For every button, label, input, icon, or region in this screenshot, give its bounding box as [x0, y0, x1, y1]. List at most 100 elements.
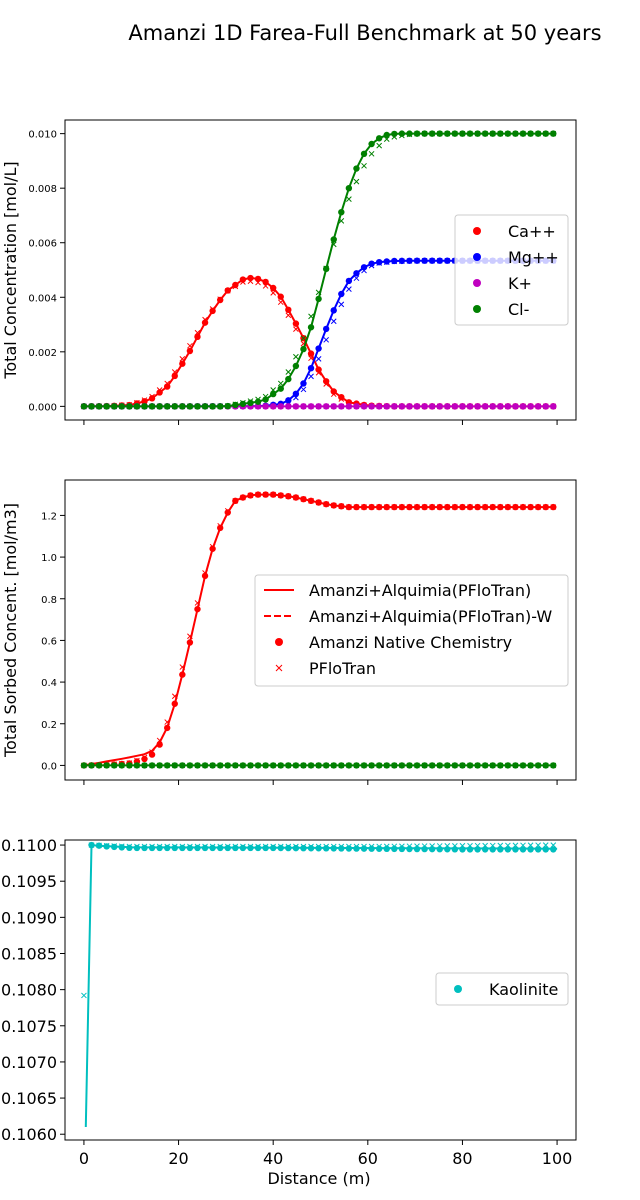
amanzi-marker — [368, 762, 375, 769]
amanzi-marker — [474, 846, 481, 853]
amanzi-marker — [209, 762, 216, 769]
amanzi-marker — [383, 131, 390, 139]
amanzi-marker — [111, 403, 118, 410]
legend-label: Ca++ — [508, 222, 556, 241]
amanzi-marker — [148, 395, 156, 402]
amanzi-marker — [254, 844, 262, 852]
pflotran-marker — [308, 373, 314, 380]
amanzi-marker — [269, 844, 277, 852]
amanzi-marker — [95, 403, 103, 410]
amanzi-marker — [194, 605, 201, 613]
amanzi-marker — [474, 130, 481, 137]
legend-marker — [454, 985, 462, 993]
pflotran-marker — [194, 600, 201, 606]
amanzi-marker — [375, 845, 383, 852]
pflotran-marker — [300, 386, 307, 393]
amanzi-marker — [413, 503, 421, 511]
amanzi-marker — [171, 762, 178, 769]
pflotran-marker — [179, 664, 186, 670]
amanzi-marker — [285, 375, 292, 383]
amanzi-marker — [239, 762, 247, 769]
amanzi-marker — [338, 290, 345, 298]
amanzi-marker — [95, 762, 103, 769]
pflotran-marker — [308, 313, 314, 320]
amanzi-marker — [345, 403, 353, 410]
amanzi-marker — [466, 503, 474, 511]
amanzi-marker — [527, 130, 534, 137]
amanzi-marker — [322, 325, 330, 333]
pflotran-marker — [179, 356, 186, 362]
amanzi-marker — [527, 503, 534, 511]
amanzi-marker — [330, 403, 337, 410]
amanzi-marker — [247, 762, 254, 769]
amanzi-marker — [398, 130, 406, 137]
y-tick-label: 0.1070 — [1, 1053, 57, 1072]
legend-box — [254, 574, 569, 687]
x-tick-label: 60 — [358, 1149, 378, 1168]
amanzi-marker — [164, 383, 171, 390]
amanzi-marker — [534, 503, 542, 511]
amanzi-marker — [436, 130, 443, 137]
amanzi-marker — [444, 257, 451, 264]
amanzi-marker — [519, 403, 527, 410]
amanzi-marker — [330, 236, 337, 243]
amanzi-marker — [512, 403, 519, 410]
amanzi-marker — [262, 491, 269, 498]
amanzi-marker — [156, 389, 163, 396]
amanzi-marker — [315, 366, 322, 373]
pflotran-marker — [277, 380, 284, 387]
amanzi-marker — [103, 843, 110, 850]
amanzi-marker — [322, 762, 330, 769]
pflotran-marker — [164, 719, 171, 725]
amanzi-marker — [353, 762, 360, 769]
amanzi-marker — [398, 257, 406, 265]
amanzi-marker — [330, 502, 337, 509]
amanzi-marker — [451, 846, 459, 853]
amanzi-marker — [156, 741, 163, 748]
amanzi-marker — [527, 403, 534, 410]
pflotran-marker — [330, 241, 337, 248]
amanzi-marker — [216, 296, 224, 304]
amanzi-marker — [232, 281, 239, 289]
amanzi-marker — [504, 403, 512, 410]
amanzi-marker — [126, 403, 133, 410]
y-tick-label: 0.0 — [41, 761, 57, 772]
amanzi-marker — [413, 403, 421, 410]
amanzi-marker — [383, 403, 390, 410]
amanzi-marker — [459, 403, 466, 410]
y-tick-label: 0.1095 — [1, 872, 57, 891]
legend-marker — [275, 638, 283, 646]
amanzi-marker — [519, 130, 527, 137]
amanzi-marker — [141, 403, 148, 410]
legend-label: PFloTran — [309, 659, 376, 678]
amanzi-marker — [277, 293, 284, 300]
amanzi-marker — [156, 762, 163, 769]
amanzi-marker — [451, 762, 459, 769]
amanzi-marker — [262, 762, 269, 769]
amanzi-marker — [247, 399, 254, 407]
amanzi-marker — [156, 844, 163, 852]
x-tick-label: 40 — [263, 1149, 283, 1168]
amanzi-marker — [406, 257, 413, 264]
amanzi-marker — [141, 762, 148, 769]
amanzi-marker — [512, 846, 519, 853]
amanzi-marker — [164, 403, 171, 410]
amanzi-marker — [103, 403, 110, 410]
amanzi-marker — [292, 403, 300, 410]
amanzi-marker — [224, 402, 231, 410]
amanzi-marker — [413, 130, 421, 137]
y-tick-label: 1.2 — [41, 511, 57, 522]
amanzi-marker — [504, 762, 512, 769]
amanzi-marker — [247, 492, 254, 499]
amanzi-marker — [391, 403, 398, 410]
amanzi-marker — [360, 762, 368, 769]
amanzi-marker — [111, 762, 118, 769]
amanzi-marker — [338, 403, 345, 410]
amanzi-marker — [391, 257, 398, 265]
amanzi-marker — [428, 503, 436, 511]
amanzi-marker — [436, 846, 443, 853]
amanzi-marker — [186, 762, 194, 769]
amanzi-marker — [550, 846, 557, 853]
legend-label: K+ — [508, 274, 532, 293]
